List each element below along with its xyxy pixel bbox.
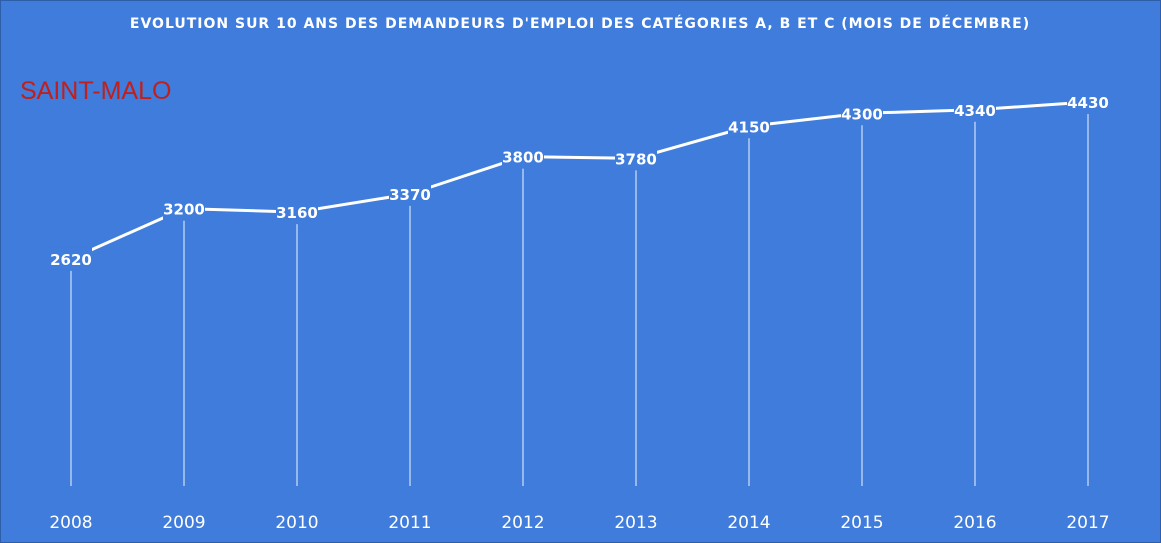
data-label-2013: 3780 bbox=[615, 150, 657, 168]
chart-title: EVOLUTION SUR 10 ANS DES DEMANDEURS D'EM… bbox=[130, 15, 1030, 32]
x-tick-label-2012: 2012 bbox=[501, 513, 544, 533]
series-line-group bbox=[70, 100, 1089, 261]
series-line bbox=[70, 100, 1089, 261]
data-label-2015: 4300 bbox=[841, 105, 883, 123]
x-tick-label-2011: 2011 bbox=[388, 513, 431, 533]
data-label-bg bbox=[841, 102, 883, 125]
x-tick-label-2016: 2016 bbox=[953, 513, 996, 533]
x-tick-label-2009: 2009 bbox=[162, 513, 205, 533]
chart-subtitle: SAINT-MALO bbox=[20, 77, 171, 105]
data-label-bg bbox=[502, 145, 544, 168]
data-label-2009: 3200 bbox=[163, 201, 205, 219]
drop-lines bbox=[70, 114, 1089, 486]
data-label-bg bbox=[50, 247, 92, 270]
x-axis-ticks: 2008 2009 2010 2011 2012 2013 2014 2015 2016 2017 bbox=[49, 513, 1109, 533]
data-label-bg bbox=[389, 182, 431, 205]
x-tick-label-2008: 2008 bbox=[49, 513, 92, 533]
data-label-2016: 4340 bbox=[954, 102, 996, 120]
x-tick-label-2015: 2015 bbox=[840, 513, 883, 533]
data-label-2017: 4430 bbox=[1067, 94, 1109, 112]
data-label-2008: 2620 bbox=[50, 251, 92, 269]
data-label-bg bbox=[1067, 91, 1109, 113]
data-label-bg bbox=[276, 201, 318, 224]
x-tick-label-2010: 2010 bbox=[275, 513, 318, 533]
data-label-2012: 3800 bbox=[502, 149, 544, 167]
data-label-2014: 4150 bbox=[728, 118, 770, 136]
data-label-bg bbox=[728, 115, 770, 138]
data-labels: 2620 3200 3160 3370 3800 3780 4150 4300 4340 4430 bbox=[50, 91, 1109, 270]
x-tick-label-2013: 2013 bbox=[614, 513, 657, 533]
data-label-2011: 3370 bbox=[389, 186, 431, 204]
data-label-bg bbox=[954, 98, 996, 121]
data-label-bg bbox=[163, 197, 205, 220]
x-tick-label-2014: 2014 bbox=[727, 513, 770, 533]
data-label-2010: 3160 bbox=[276, 204, 318, 222]
x-tick-label-2017: 2017 bbox=[1066, 513, 1109, 533]
data-label-bg bbox=[615, 147, 657, 170]
